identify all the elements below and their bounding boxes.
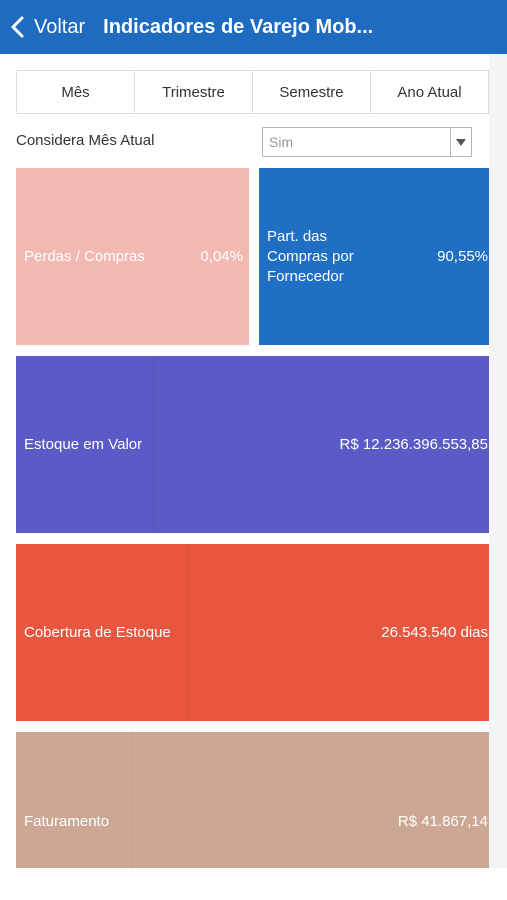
tile-value: 0,04%	[200, 248, 243, 265]
tile-participacao-compras[interactable]: Part. das Compras por Fornecedor 90,55%	[259, 168, 489, 345]
tab-ano-atual[interactable]: Ano Atual	[397, 83, 462, 101]
tile-label-line: Compras por	[267, 248, 354, 265]
dropdown-arrow[interactable]	[450, 128, 471, 156]
tab-mes[interactable]: Mês	[17, 71, 135, 113]
back-button[interactable]: Voltar	[0, 0, 103, 54]
tile-value: 26.543.540 dias	[381, 624, 488, 641]
back-label: Voltar	[34, 15, 86, 38]
period-tabs: Mês Trimestre Semestre Ano Atual	[16, 70, 489, 114]
tab-trimestre[interactable]: Trimestre	[135, 71, 253, 113]
considera-mes-atual-select[interactable]: Sim	[262, 127, 472, 157]
tile-divider	[187, 544, 188, 721]
tile-label: Part. das Compras por Fornecedor	[267, 227, 354, 287]
tile-value: R$ 41.867,14	[397, 813, 488, 830]
triangle-down-icon	[456, 138, 466, 146]
tile-divider	[153, 356, 154, 533]
tile-value: 90,55%	[437, 248, 488, 265]
tile-divider	[132, 732, 133, 868]
select-value: Sim	[269, 134, 294, 150]
tile-label: Perdas / Compras	[24, 248, 145, 265]
tile-label: Cobertura de Estoque	[24, 624, 171, 641]
tile-perdas-compras[interactable]: Perdas / Compras 0,04%	[16, 168, 249, 345]
tile-label: Estoque em Valor	[24, 436, 143, 453]
app-header: Voltar Indicadores de Varejo Mob...	[0, 0, 507, 54]
tile-cobertura-estoque[interactable]: Cobertura de Estoque 26.543.540 dias	[16, 544, 489, 721]
chevron-left-icon	[11, 16, 24, 38]
filter-label: Considera Mês Atual	[16, 132, 155, 149]
page-title: Indicadores de Varejo Mob...	[103, 15, 374, 38]
tile-estoque-valor[interactable]: Estoque em Valor R$ 12.236.396.553,85	[16, 356, 489, 533]
tile-value: R$ 12.236.396.553,85	[339, 436, 488, 453]
tile-label-line: Part. das	[267, 228, 328, 245]
tab-semestre[interactable]: Semestre	[253, 71, 371, 113]
tile-label: Faturamento	[24, 813, 110, 830]
tile-faturamento[interactable]: Faturamento R$ 41.867,14	[16, 732, 489, 868]
tile-label-line: Fornecedor	[267, 268, 344, 285]
